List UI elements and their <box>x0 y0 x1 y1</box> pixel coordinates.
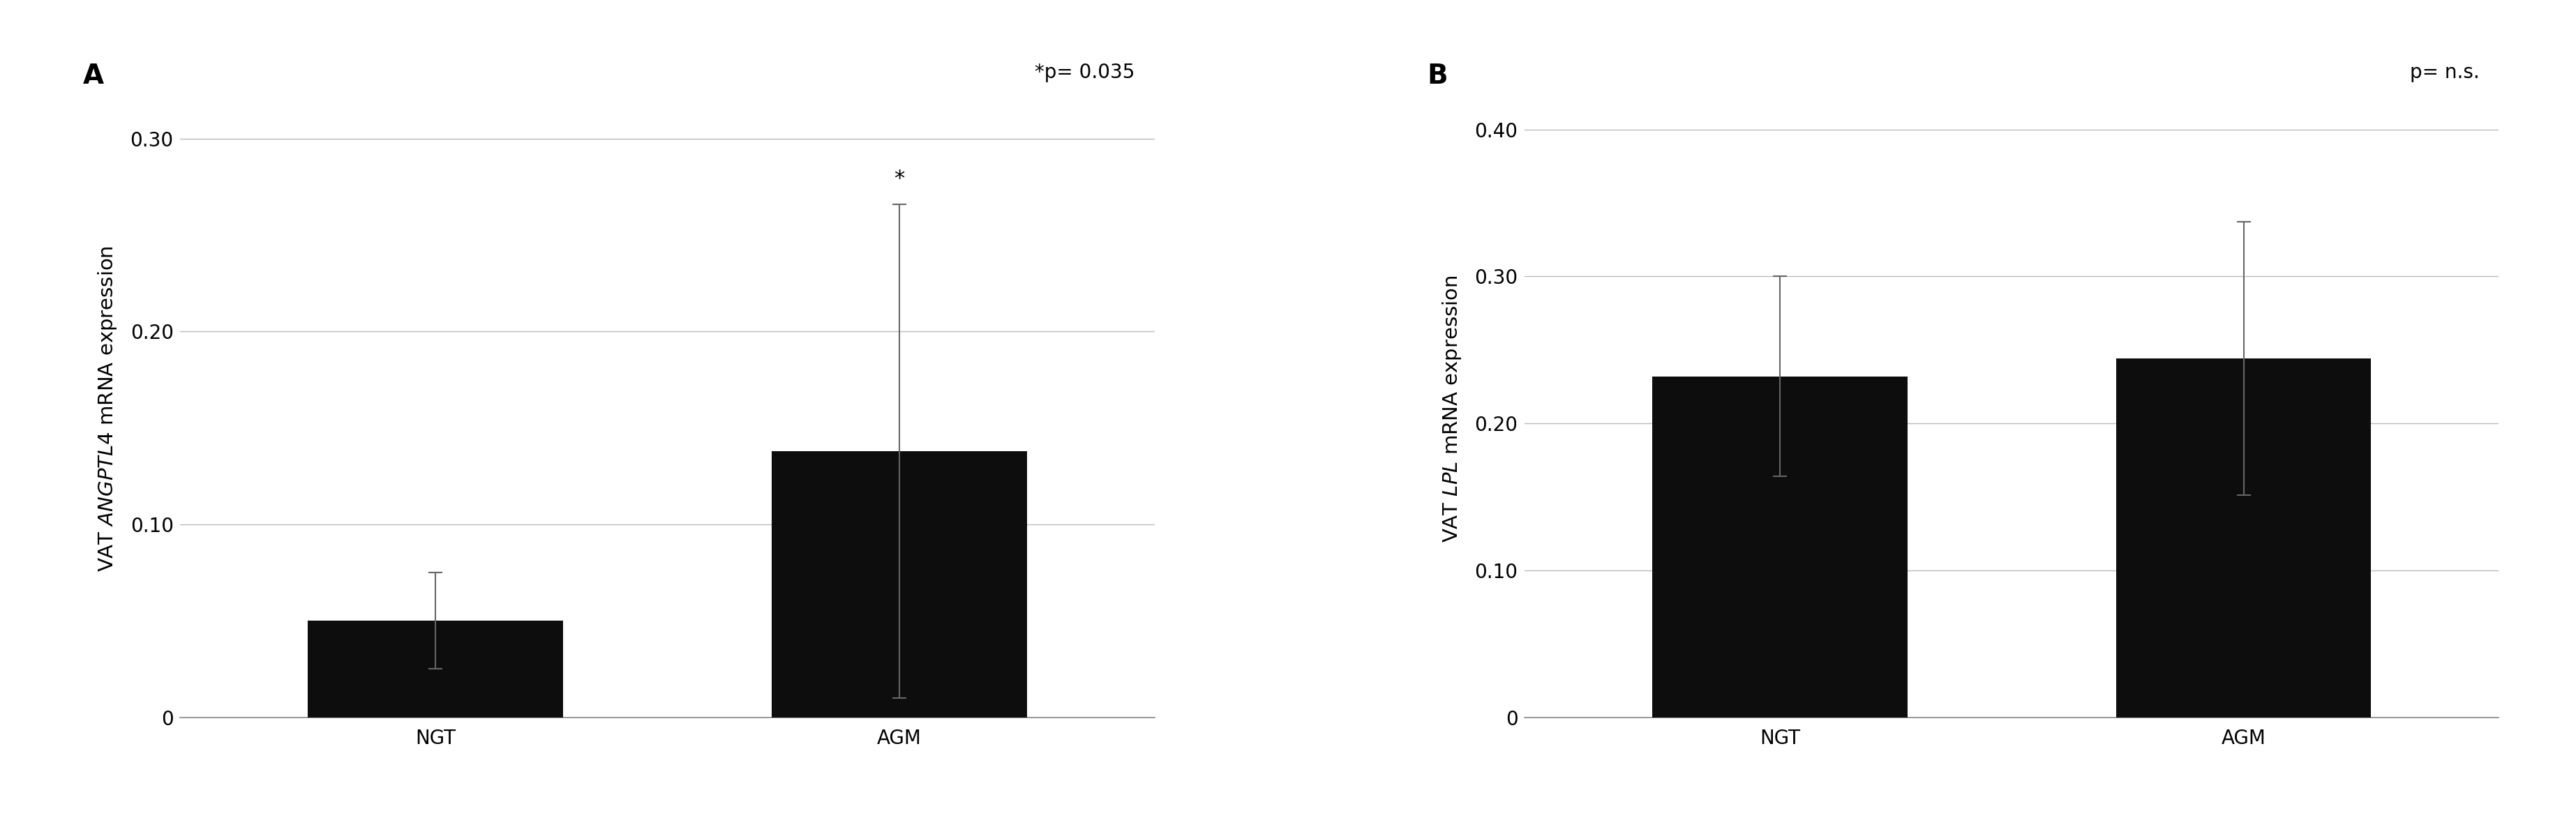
Bar <box>1651 376 1906 717</box>
Bar <box>2115 359 2370 717</box>
Text: *: * <box>894 168 904 188</box>
Text: *p= 0.035: *p= 0.035 <box>1036 63 1136 83</box>
Y-axis label: VAT $\mathit{LPL}$ mRNA expression: VAT $\mathit{LPL}$ mRNA expression <box>1440 275 1463 542</box>
Y-axis label: VAT $\mathit{ANGPTL4}$ mRNA expression: VAT $\mathit{ANGPTL4}$ mRNA expression <box>95 245 118 572</box>
Bar <box>773 451 1028 717</box>
Text: A: A <box>82 63 103 89</box>
Text: B: B <box>1427 63 1448 89</box>
Bar <box>309 620 564 717</box>
Text: p= n.s.: p= n.s. <box>2409 63 2478 83</box>
